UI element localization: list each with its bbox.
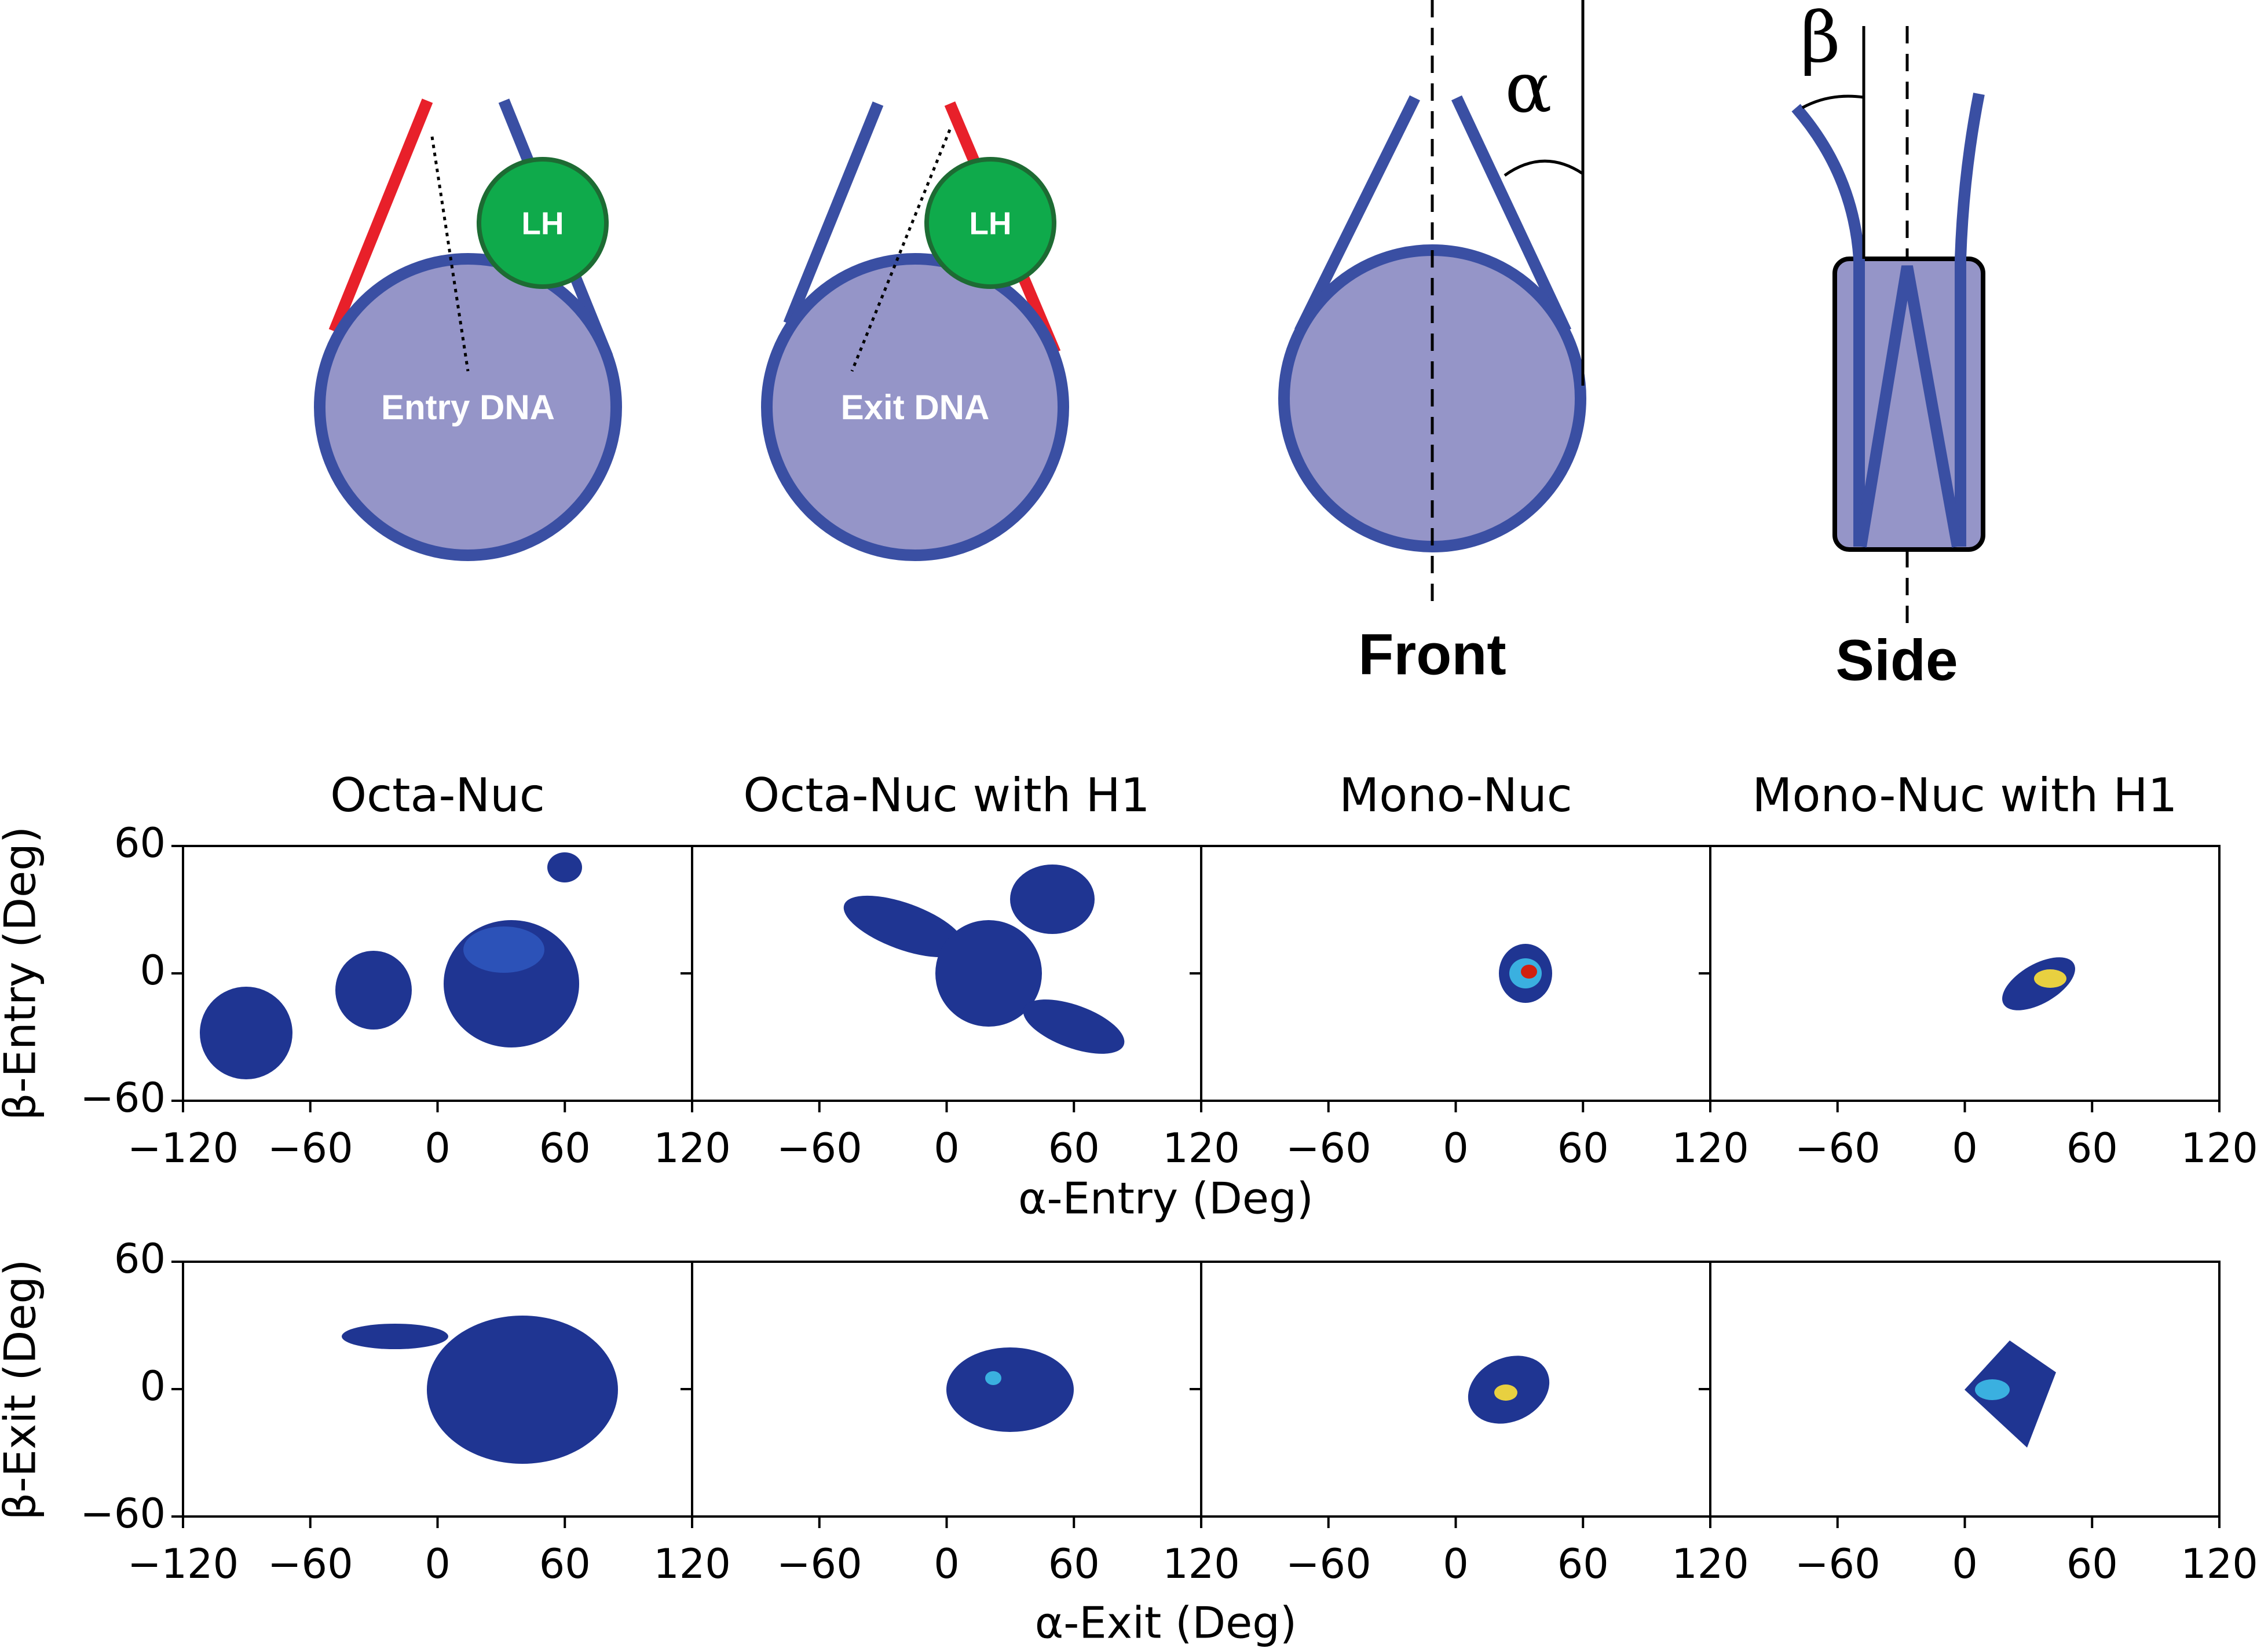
y-tick-label: −60: [80, 1074, 166, 1122]
x-axis-label: α-Exit (Deg): [1035, 1598, 1297, 1649]
y-tick-label: 0: [140, 947, 166, 994]
entry-dna-arm: [328, 98, 433, 334]
x-tick-label: 60: [1557, 1124, 1609, 1172]
density-blobs: [200, 852, 2075, 1464]
dna-arm: [1791, 104, 1865, 547]
x-tick-label: −60: [1286, 1540, 1371, 1588]
density-blob: [985, 1371, 1001, 1385]
x-tick-label: 60: [2066, 1540, 2118, 1588]
dna-arm: [1451, 95, 1572, 334]
y-tick-label: 60: [114, 1235, 166, 1283]
view-label: Side: [1835, 628, 1958, 693]
plot-frame: [1709, 1261, 2221, 1518]
panel-title: Octa-Nuc: [330, 768, 545, 822]
x-tick-label: −60: [1286, 1124, 1371, 1172]
y-tick-label: −60: [80, 1490, 166, 1537]
panel-title: Mono-Nuc with H1: [1752, 768, 2177, 822]
plot-frame: [1200, 845, 1711, 1102]
x-tick-label: 120: [1671, 1124, 1749, 1172]
x-tick-label: 60: [1048, 1540, 1100, 1588]
density-blob: [1010, 865, 1095, 934]
x-tick-label: −120: [127, 1124, 239, 1172]
dna-label: Exit DNA: [841, 388, 990, 427]
density-blob: [1965, 1340, 2056, 1448]
entry-diagram: LH Entry DNA: [314, 98, 622, 561]
x-tick-label: 0: [934, 1124, 960, 1172]
density-blob: [946, 1347, 1074, 1432]
exit-diagram: LH Exit DNA: [761, 101, 1069, 561]
plot-frame: [1200, 1261, 1711, 1518]
x-tick-label: 120: [1162, 1540, 1240, 1588]
nucleosome: [314, 253, 622, 561]
x-tick-label: 60: [539, 1124, 591, 1172]
x-tick-label: 0: [934, 1540, 960, 1588]
y-tick-label: 0: [140, 1362, 166, 1410]
x-tick-label: 120: [2181, 1540, 2257, 1588]
panel-title: Octa-Nuc with H1: [743, 768, 1150, 822]
nucleosome: [761, 253, 1069, 561]
x-tick-label: 60: [2066, 1124, 2118, 1172]
density-blob: [335, 951, 412, 1030]
density-blob: [843, 895, 965, 958]
x-tick-label: 120: [653, 1124, 731, 1172]
angle-label: β: [1800, 0, 1840, 78]
x-tick-label: −120: [127, 1540, 239, 1588]
density-blob: [1494, 1384, 1517, 1401]
x-tick-label: 60: [539, 1540, 591, 1588]
density-blob: [1975, 1379, 2010, 1400]
density-blob: [200, 987, 292, 1079]
density-blob: [342, 1324, 448, 1349]
dna-label: Entry DNA: [381, 388, 555, 427]
y-tick-label: 60: [114, 819, 166, 867]
x-tick-label: −60: [268, 1124, 353, 1172]
density-blob: [427, 1316, 618, 1464]
linker-histone: [924, 157, 1056, 289]
linker-histone: [477, 157, 609, 289]
x-tick-label: 120: [653, 1540, 731, 1588]
view-label: Front: [1358, 622, 1506, 687]
x-tick-label: 120: [1671, 1540, 1749, 1588]
x-tick-label: −60: [1795, 1540, 1881, 1588]
front-diagram: α Front: [1278, 0, 1586, 687]
angle-label: α: [1505, 48, 1552, 129]
x-tick-label: 60: [1557, 1540, 1609, 1588]
angle-arc: [1801, 94, 1864, 109]
x-tick-label: −60: [777, 1124, 862, 1172]
side-diagram: β Side: [1791, 0, 1985, 693]
angle-arc: [1504, 159, 1584, 177]
density-blob: [463, 926, 544, 973]
x-tick-label: 120: [1162, 1124, 1240, 1172]
dotted-line: [850, 129, 952, 372]
lh-label: LH: [969, 206, 1011, 241]
dna-crossing: [1855, 265, 1963, 548]
x-tick-label: 0: [1952, 1124, 1978, 1172]
entry-dna-arm: [783, 101, 884, 326]
x-tick-label: 0: [1443, 1124, 1469, 1172]
density-blob: [1521, 965, 1537, 979]
x-tick-label: 0: [1952, 1540, 1978, 1588]
lh-label: LH: [521, 206, 564, 241]
y-axis-label: β-Entry (Deg): [0, 826, 46, 1120]
density-blob: [1023, 999, 1125, 1054]
density-blob: [935, 920, 1042, 1027]
dna-arm: [1294, 95, 1420, 334]
x-tick-label: 0: [1443, 1540, 1469, 1588]
density-blob: [2034, 969, 2066, 988]
x-tick-label: −60: [777, 1540, 862, 1588]
y-axis-label: β-Exit (Deg): [0, 1259, 46, 1521]
x-tick-label: 0: [425, 1124, 451, 1172]
density-blob: [547, 852, 582, 882]
x-tick-label: −60: [268, 1540, 353, 1588]
panel-title: Mono-Nuc: [1339, 768, 1572, 822]
dotted-line: [430, 136, 470, 372]
plot-frame: [1709, 845, 2221, 1102]
x-tick-label: 0: [425, 1540, 451, 1588]
x-tick-label: −60: [1795, 1124, 1881, 1172]
x-tick-label: 120: [2181, 1124, 2257, 1172]
x-tick-label: 60: [1048, 1124, 1100, 1172]
x-axis-label: α-Entry (Deg): [1018, 1173, 1314, 1224]
dna-arm: [1955, 93, 1985, 547]
